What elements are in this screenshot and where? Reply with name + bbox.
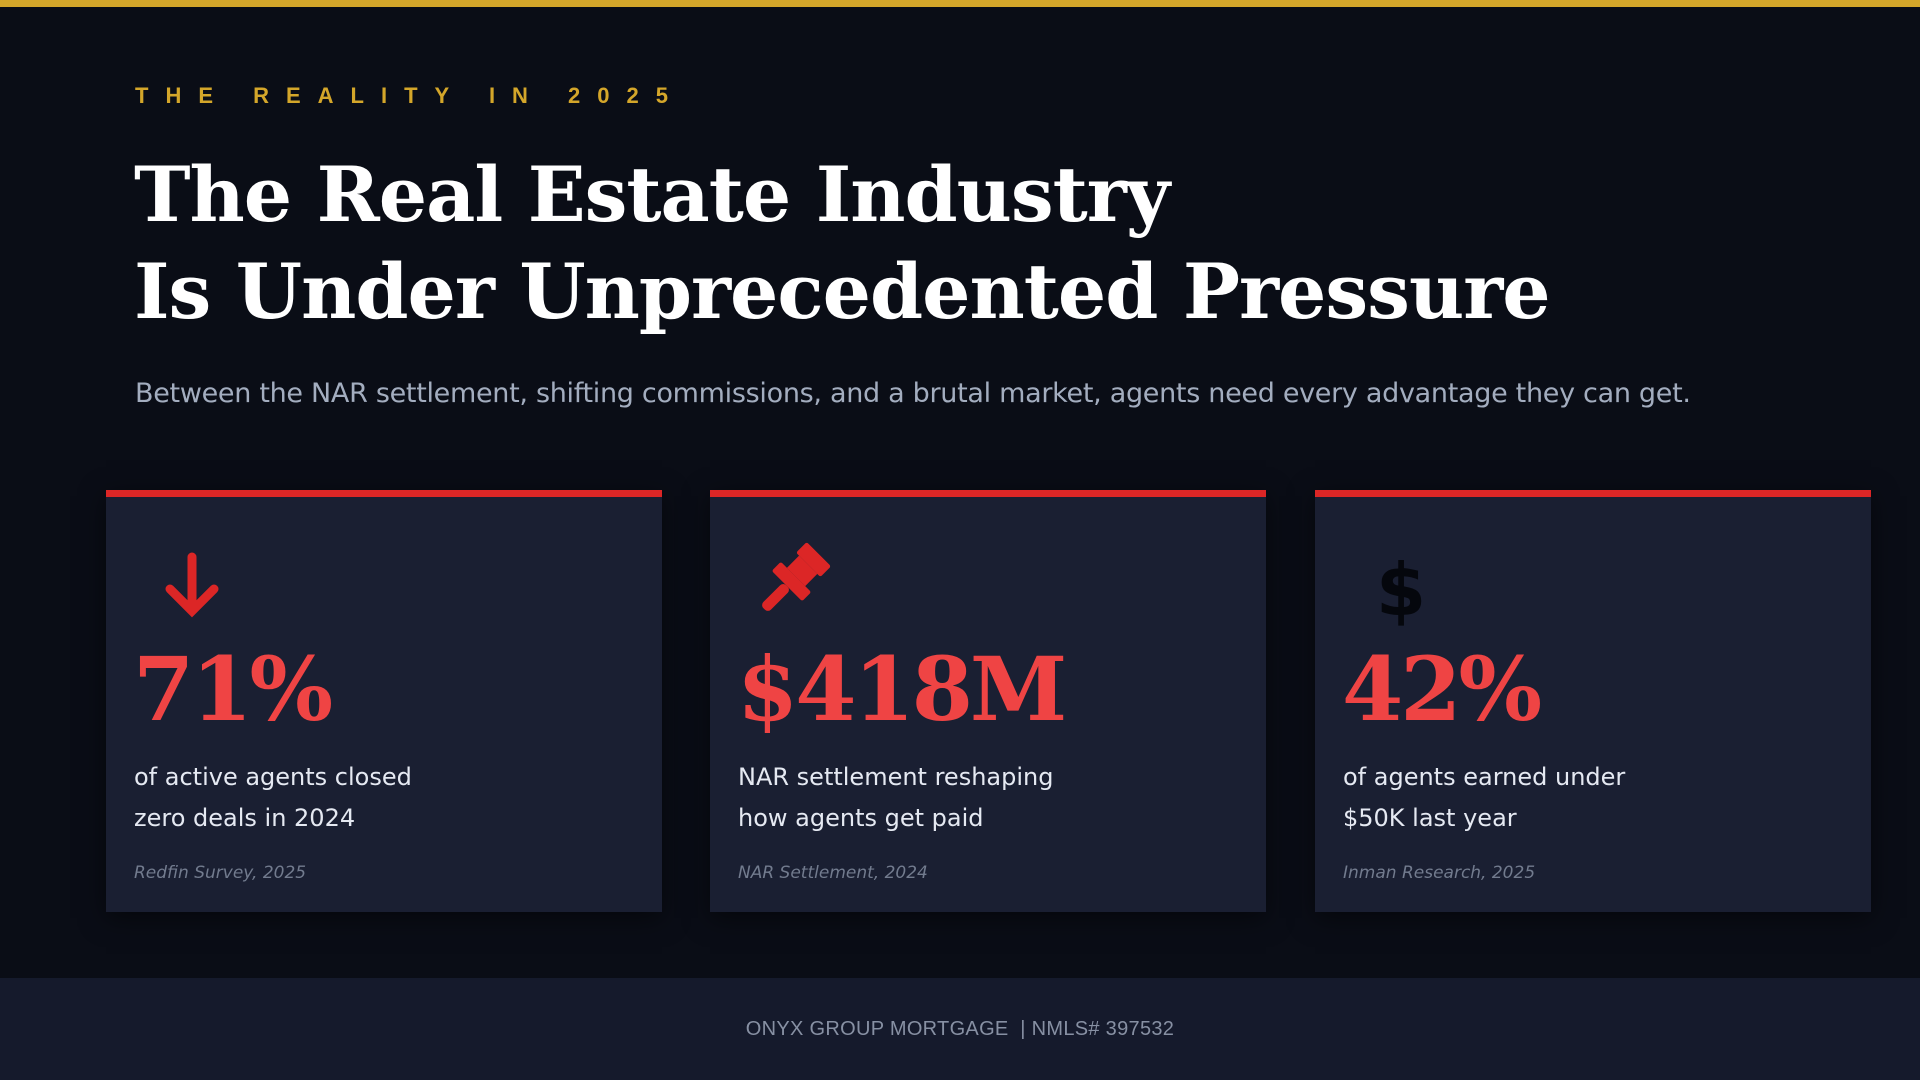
gavel-icon xyxy=(762,542,831,611)
desc-line: how agents get paid xyxy=(738,804,984,832)
desc-line: of active agents closed xyxy=(134,763,412,791)
stat-card-agents-zero-deals: 71% of active agents closed zero deals i… xyxy=(106,490,662,912)
stat-value: $418M xyxy=(737,637,1067,741)
stat-source: Redfin Survey, 2025 xyxy=(134,863,307,883)
stat-source: NAR Settlement, 2024 xyxy=(738,863,928,883)
page-subtitle: Between the NAR settlement, shifting com… xyxy=(135,378,1691,409)
stat-description: of agents earned under $50K last year xyxy=(1343,757,1743,839)
desc-line: of agents earned under xyxy=(1343,763,1626,791)
desc-line: zero deals in 2024 xyxy=(134,804,356,832)
title-line-2: Is Under Unprecedented Pressure xyxy=(134,247,1551,336)
stat-description: of active agents closed zero deals in 20… xyxy=(134,757,534,839)
stat-description: NAR settlement reshaping how agents get … xyxy=(738,757,1138,839)
stat-source: Inman Research, 2025 xyxy=(1343,863,1536,883)
stat-card-agents-under-50k: $ 42% of agents earned under $50K last y… xyxy=(1315,490,1871,912)
footer: ONYX GROUP MORTGAGE | NMLS# 397532 xyxy=(0,978,1920,1080)
stat-value: 71% xyxy=(133,637,333,741)
desc-line: NAR settlement reshaping xyxy=(738,763,1054,791)
svg-text:$: $ xyxy=(1376,548,1426,627)
top-accent-bar xyxy=(0,0,1920,7)
stat-card-nar-settlement: $418M NAR settlement reshaping how agent… xyxy=(710,490,1266,912)
stat-value: 42% xyxy=(1342,637,1542,741)
page-title: The Real Estate Industry Is Under Unprec… xyxy=(134,146,1551,340)
eyebrow-label: THE REALITY IN 2025 xyxy=(135,83,685,108)
dollar-icon: $ xyxy=(1376,548,1426,627)
footer-company-nmls: ONYX GROUP MORTGAGE | NMLS# 397532 xyxy=(745,1017,1175,1040)
title-line-1: The Real Estate Industry xyxy=(134,150,1170,239)
arrow-down-icon xyxy=(165,552,219,618)
desc-line: $50K last year xyxy=(1343,804,1517,832)
